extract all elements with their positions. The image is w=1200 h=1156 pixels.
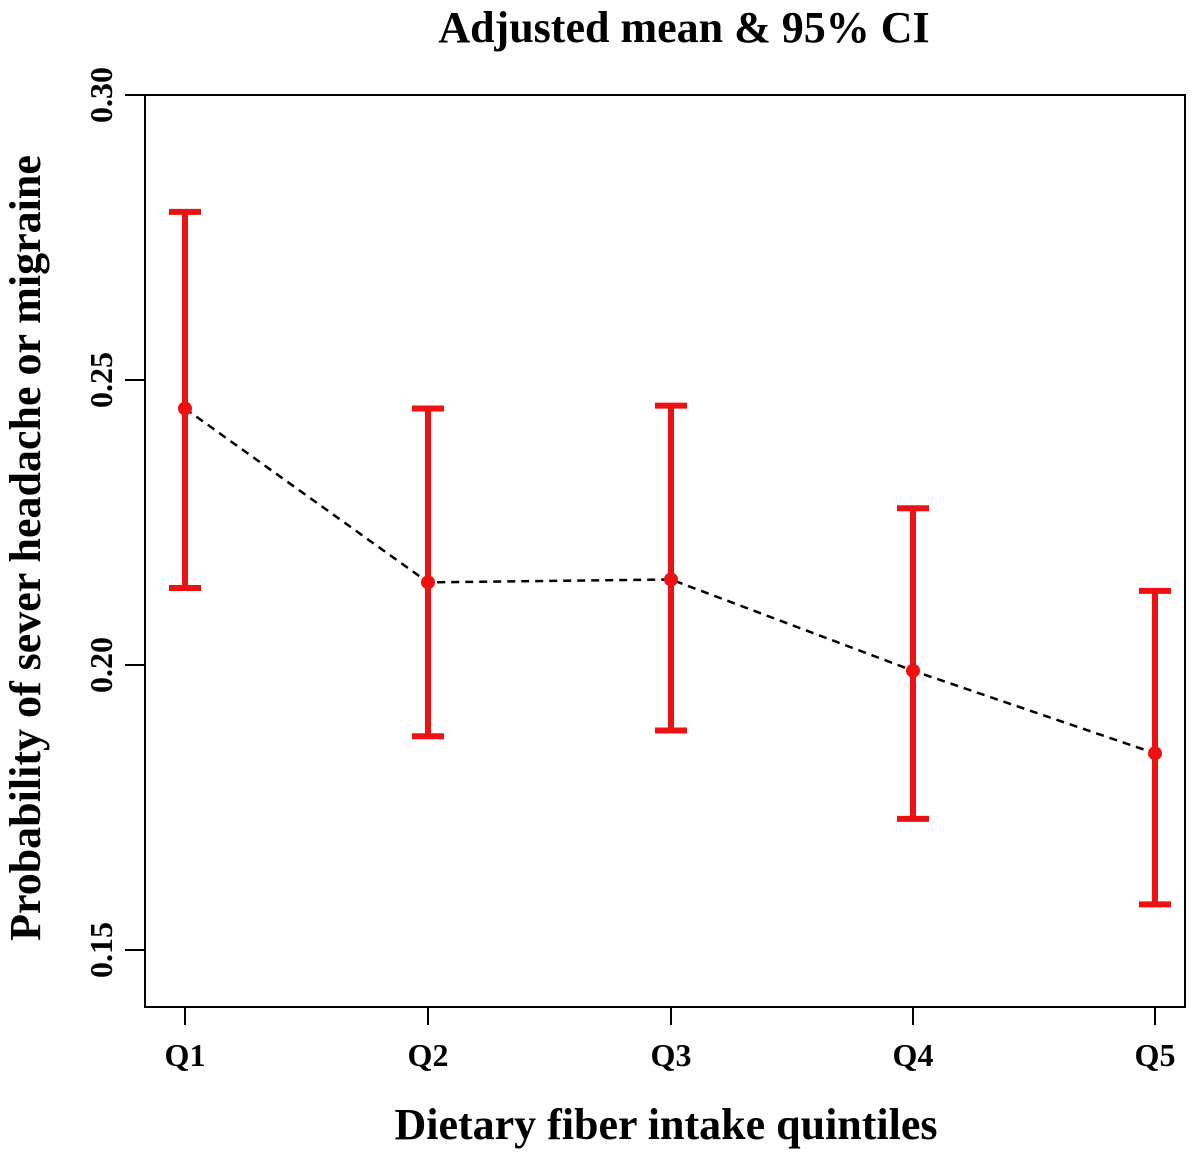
x-tick-label: Q5 [1135,1037,1176,1073]
y-tick-label: 0.15 [83,922,119,978]
x-tick-label: Q2 [408,1037,449,1073]
y-tick-label: 0.25 [83,352,119,408]
data-point [1148,746,1162,761]
x-tick-label: Q4 [893,1037,934,1073]
error-bars [169,208,1171,908]
x-axis-label: Dietary fiber intake quintiles [394,1100,937,1149]
y-axis-label: Probability of sever headache or migrain… [1,155,50,941]
x-axis: Q1 Q2 Q3 Q4 Q5 [165,1007,1176,1073]
trend-line [184,407,1156,755]
data-points [178,401,1162,761]
plot-frame [144,94,1186,1008]
y-axis: 0.15 0.20 0.25 0.30 [83,67,145,978]
data-point [178,401,192,416]
chart-title: Adjusted mean & 95% CI [438,3,929,52]
x-tick-label: Q1 [165,1037,206,1073]
y-tick-label: 0.30 [83,67,119,123]
data-point [906,663,920,678]
y-tick-label: 0.20 [83,637,119,693]
x-tick-label: Q3 [651,1037,692,1073]
data-point [664,572,678,587]
data-point [421,575,435,590]
